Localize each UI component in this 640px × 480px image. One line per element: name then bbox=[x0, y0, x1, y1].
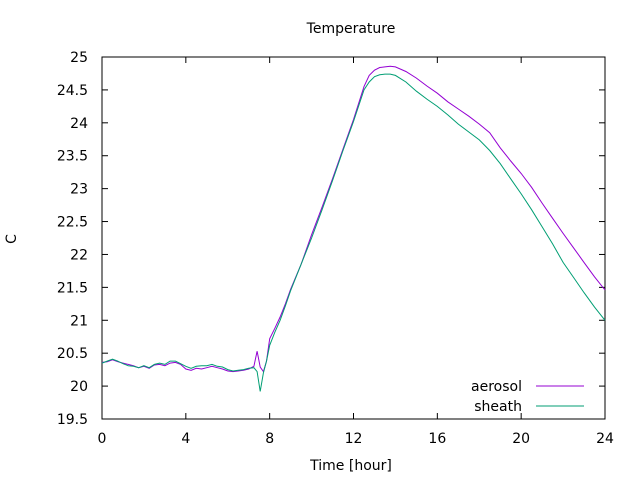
y-tick-label: 23 bbox=[70, 182, 88, 198]
y-tick-label: 21 bbox=[70, 313, 88, 329]
series-line-sheath bbox=[101, 73, 606, 392]
x-tick-label: 16 bbox=[428, 431, 446, 447]
series-line-aerosol bbox=[101, 65, 606, 373]
legend-label-sheath: sheath bbox=[474, 399, 522, 415]
y-tick-label: 22.5 bbox=[57, 215, 88, 231]
legend: aerosol sheath bbox=[471, 379, 584, 415]
plot-frame bbox=[101, 56, 606, 420]
y-tick-label: 20.5 bbox=[57, 346, 88, 362]
y-axis-label: C bbox=[4, 234, 20, 244]
y-tick-label: 24 bbox=[70, 116, 88, 132]
x-tick-label: 8 bbox=[265, 431, 274, 447]
legend-label-aerosol: aerosol bbox=[471, 379, 522, 395]
x-tick-label: 12 bbox=[345, 431, 363, 447]
x-tick-label: 4 bbox=[181, 431, 190, 447]
y-tick-label: 21.5 bbox=[57, 280, 88, 296]
y-tick-label: 22 bbox=[70, 247, 88, 263]
y-axis-ticks: 19.5 20 20.5 21 21.5 22 22.5 23 23.5 24 24.5 25 bbox=[57, 50, 605, 428]
y-tick-label: 23.5 bbox=[57, 149, 88, 165]
x-tick-label: 20 bbox=[512, 431, 530, 447]
x-axis-ticks: 0 4 8 12 16 20 24 bbox=[98, 57, 614, 447]
x-axis-label: Time [hour] bbox=[309, 458, 392, 474]
x-tick-label: 24 bbox=[596, 431, 614, 447]
y-tick-label: 19.5 bbox=[57, 412, 88, 428]
y-tick-label: 25 bbox=[70, 50, 88, 66]
chart-title: Temperature bbox=[306, 21, 396, 37]
y-tick-label: 24.5 bbox=[57, 83, 88, 99]
series-lines bbox=[101, 65, 606, 392]
x-tick-label: 0 bbox=[98, 431, 107, 447]
y-tick-label: 20 bbox=[70, 379, 88, 395]
